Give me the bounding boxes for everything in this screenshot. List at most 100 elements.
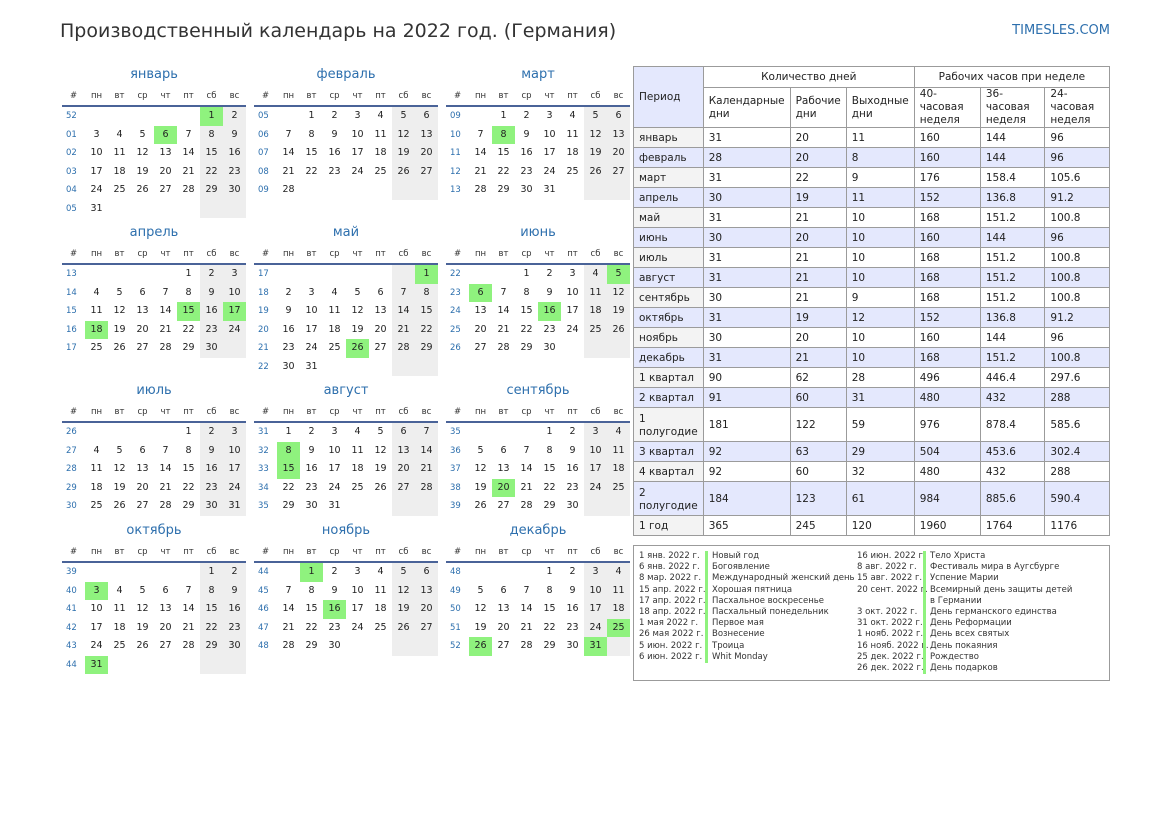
- day-cell: [131, 265, 154, 284]
- holiday-date: 20 сент. 2022 г.: [857, 584, 928, 595]
- week-row: 29 18 19 20 21 22 23 24: [62, 478, 246, 497]
- month-calendar: апрель # пн вт ср чт пт сб вс 13 1 2 3 14 4 5 6 7 8 9 10 15 11…: [62, 222, 246, 358]
- value-cell: 91.2: [1044, 307, 1110, 328]
- holiday-item: 31 окт. 2022 г. День Реформации: [857, 618, 1075, 630]
- week-number: 49: [450, 585, 461, 596]
- weekday-label: вс: [613, 407, 624, 417]
- value-cell: 92: [702, 441, 791, 462]
- week-row: 03 17 18 19 20 21 22 23: [62, 162, 246, 181]
- day-cell: 20: [374, 323, 387, 335]
- weekday-label: вт: [114, 407, 125, 417]
- day-cell: 4: [354, 426, 361, 437]
- week-number: 50: [450, 604, 461, 614]
- value-cell: 31: [702, 127, 791, 148]
- weekday-label: сб: [398, 249, 409, 259]
- day-cell: 30: [328, 640, 341, 651]
- day-cell: 15: [520, 305, 533, 316]
- day-cell: [131, 656, 154, 675]
- day-cell: 9: [569, 444, 576, 456]
- value-cell: 22: [789, 167, 847, 188]
- day-cell: [492, 563, 515, 582]
- day-cell: 11: [607, 441, 630, 460]
- day-cell: 20: [497, 621, 510, 633]
- day-cell: 1: [546, 426, 553, 437]
- weekday-header: # пн вт ср чт пт сб вс: [446, 244, 630, 265]
- day-cell: 9: [285, 305, 292, 316]
- day-cell: 25: [607, 478, 630, 497]
- month-name: сентябрь: [506, 383, 570, 398]
- day-cell: 24: [90, 184, 103, 195]
- day-cell: 18: [607, 460, 630, 479]
- weekday-header: # пн вт ср чт пт сб вс: [62, 542, 246, 563]
- week-row: 37 12 13 14 15 16 17 18: [446, 460, 630, 479]
- table-row: июнь 30 20 10 160 144 96: [633, 227, 1110, 248]
- value-cell: 160: [913, 227, 981, 248]
- week-row: 52 1 2: [62, 107, 246, 126]
- weekday-label: вс: [229, 91, 240, 101]
- day-cell: 23: [223, 162, 246, 181]
- weekday-label: вс: [229, 249, 240, 259]
- day-cell: 10: [90, 147, 103, 158]
- col-40h: 40-часовая неделя: [913, 87, 981, 128]
- month-name: май: [332, 225, 360, 240]
- value-cell: 30: [702, 227, 791, 248]
- week-row: 50 12 13 14 15 16 17 18: [446, 600, 630, 619]
- day-cell: 7: [185, 128, 192, 140]
- day-cell: 9: [331, 584, 338, 596]
- day-cell: 19: [136, 165, 149, 177]
- day-cell: 25: [113, 640, 126, 651]
- day-cell: 15: [277, 460, 300, 479]
- value-cell: 91.2: [1044, 187, 1110, 208]
- day-cell: 27: [159, 184, 172, 195]
- day-cell: 29: [305, 640, 318, 651]
- weekday-label: пт: [567, 407, 578, 417]
- weekday-label: чт: [160, 407, 171, 417]
- day-cell: 23: [543, 323, 556, 335]
- day-cell: 25: [374, 165, 387, 177]
- day-cell: 31: [223, 497, 246, 516]
- day-cell: 6: [154, 125, 177, 144]
- weekday-header: # пн вт ср чт пт сб вс: [62, 244, 246, 265]
- value-cell: 28: [845, 367, 915, 388]
- day-cell: 3: [331, 426, 338, 437]
- days-group-header: Количество дней: [702, 66, 915, 88]
- value-cell: 31: [702, 267, 791, 288]
- day-cell: 6: [377, 286, 384, 298]
- value-cell: 30: [702, 187, 791, 208]
- day-cell: 7: [523, 444, 530, 456]
- week-row: 43 24 25 26 27 28 29 30: [62, 637, 246, 656]
- weekday-label: ср: [137, 407, 148, 417]
- day-cell: 24: [223, 478, 246, 497]
- week-number: 19: [258, 306, 269, 316]
- holiday-name: День всех святых: [923, 629, 1075, 641]
- day-cell: 13: [497, 463, 510, 474]
- day-cell: [223, 339, 246, 358]
- day-cell: 1: [285, 426, 292, 437]
- holidays-column-left: 1 янв. 2022 г. Новый год 6 янв. 2022 г. Бог…: [639, 551, 857, 680]
- day-cell: [607, 339, 630, 358]
- weekday-label: #: [69, 91, 78, 101]
- site-link[interactable]: TIMESLES.COM: [1012, 23, 1110, 38]
- week-number: 14: [66, 287, 77, 298]
- day-cell: 19: [607, 302, 630, 321]
- value-cell: 123: [789, 481, 847, 516]
- day-cell: 25: [90, 342, 103, 353]
- week-row: 26 27 28 29 30: [446, 339, 630, 358]
- month-name: март: [521, 67, 555, 82]
- period-cell: февраль: [633, 147, 704, 168]
- day-cell: 20: [415, 600, 438, 619]
- day-cell: 27: [607, 162, 630, 181]
- value-cell: 181: [702, 407, 791, 442]
- week-number: 44: [66, 659, 77, 670]
- weekday-label: #: [453, 249, 462, 259]
- day-cell: 17: [543, 147, 556, 158]
- day-cell: 27: [374, 342, 387, 353]
- day-cell: 1: [300, 563, 323, 582]
- day-cell: 16: [282, 323, 295, 335]
- holiday-item: 1 нояб. 2022 г. День всех святых: [857, 629, 1075, 641]
- day-cell: 16: [223, 144, 246, 163]
- value-cell: 31: [702, 247, 791, 268]
- holiday-date: 8 мар. 2022 г.: [639, 573, 702, 584]
- day-cell: [200, 655, 223, 674]
- weekday-label: сб: [206, 249, 217, 259]
